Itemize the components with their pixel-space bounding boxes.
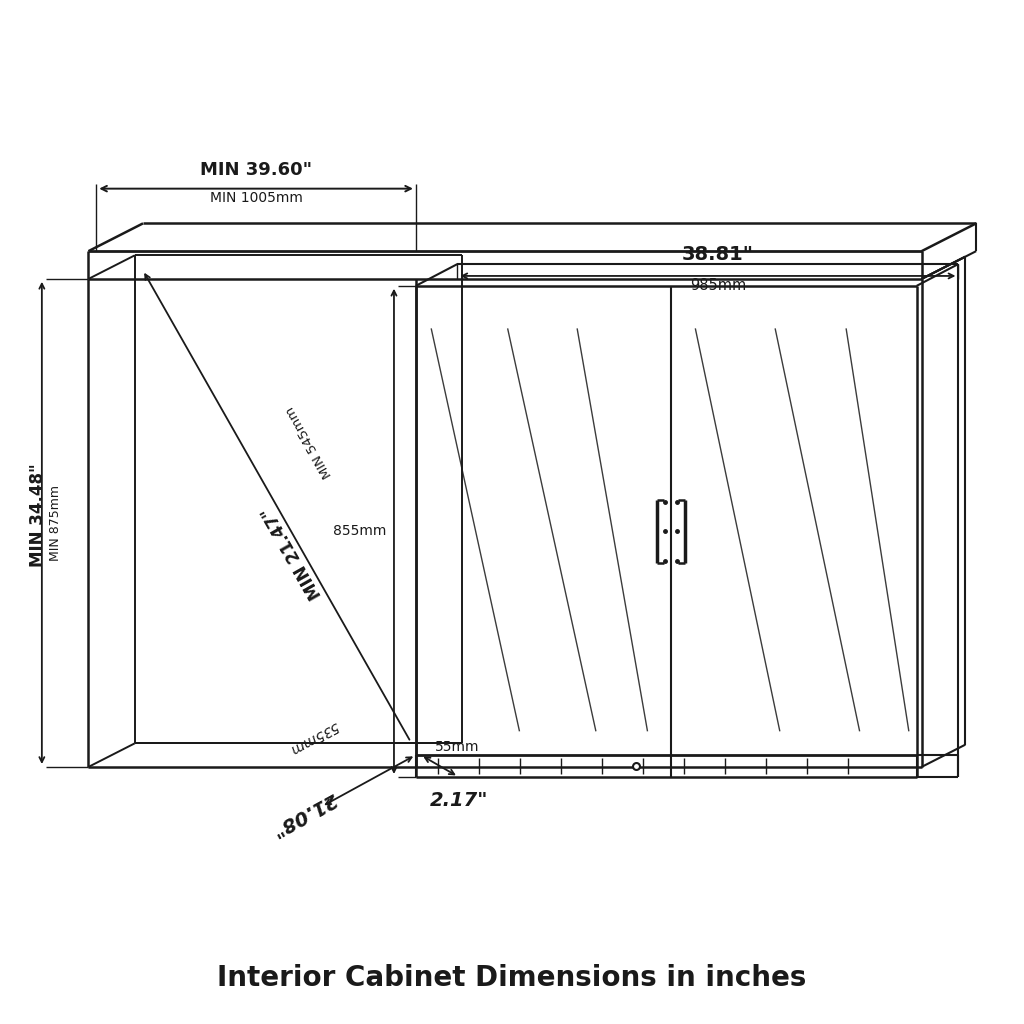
Text: MIN 39.60": MIN 39.60" [200, 161, 312, 179]
Text: 985mm: 985mm [690, 278, 745, 293]
Text: Interior Cabinet Dimensions in inches: Interior Cabinet Dimensions in inches [217, 965, 807, 992]
Text: 55mm: 55mm [435, 740, 479, 754]
Text: 2.17": 2.17" [430, 791, 488, 810]
Text: 38.81": 38.81" [682, 245, 754, 264]
Text: MIN 34.48": MIN 34.48" [29, 463, 47, 567]
Text: MIN 875mm: MIN 875mm [49, 485, 62, 561]
Text: 855mm: 855mm [333, 524, 386, 539]
Text: MIN 1005mm: MIN 1005mm [210, 190, 302, 205]
Text: MIN 545mm: MIN 545mm [284, 404, 335, 480]
Text: MIN 21.47": MIN 21.47" [258, 503, 326, 602]
Text: 535mm: 535mm [288, 718, 341, 756]
Text: 21.08": 21.08" [268, 788, 340, 840]
